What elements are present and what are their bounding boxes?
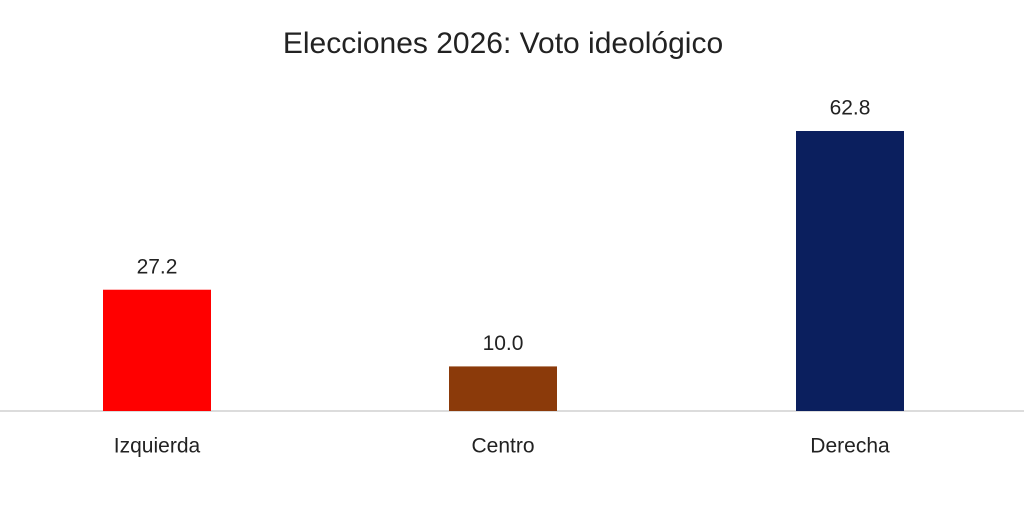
value-label: 10.0 [483,332,524,355]
x-tick-label: Centro [471,435,534,458]
bar [103,289,211,411]
x-tick-label: Izquierda [114,435,201,458]
bar [449,366,557,411]
value-label: 62.8 [830,97,871,120]
x-tick-label: Derecha [810,435,890,458]
chart-title: Elecciones 2026: Voto ideológico [283,27,723,60]
bar [796,131,904,411]
value-label: 27.2 [137,255,178,278]
